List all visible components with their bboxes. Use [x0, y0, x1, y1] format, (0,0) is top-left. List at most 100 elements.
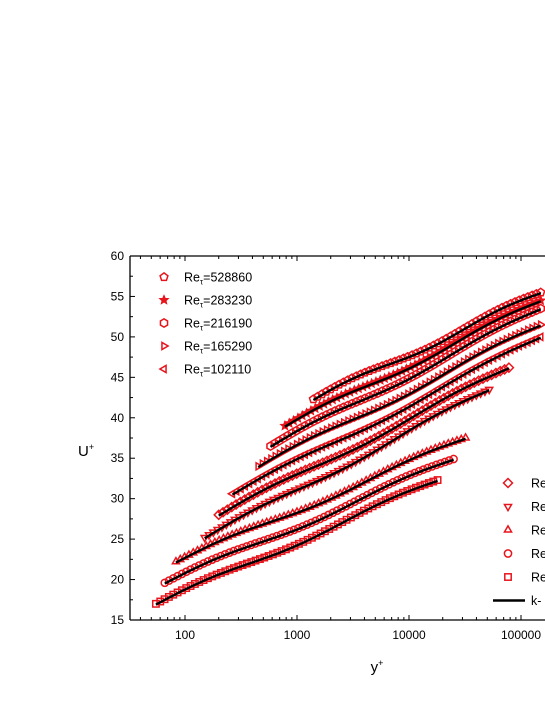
data-point	[382, 425, 394, 437]
data-point	[409, 386, 418, 397]
legend-marker-triangle-up	[503, 524, 513, 533]
data-point	[345, 416, 354, 426]
data-point	[465, 354, 474, 365]
data-point	[332, 421, 341, 432]
y-tick-label: 20	[111, 573, 125, 587]
series-triangle-down	[199, 386, 495, 544]
data-point	[405, 389, 414, 399]
data-point	[507, 332, 517, 343]
data-point	[400, 391, 410, 402]
y-tick-label: 35	[111, 451, 125, 465]
data-point	[379, 401, 388, 412]
legend-label: Re	[531, 547, 545, 561]
series-group	[151, 287, 545, 608]
data-point	[364, 365, 374, 375]
data-point	[503, 362, 515, 374]
data-point	[390, 356, 400, 366]
data-point	[448, 364, 457, 375]
data-point	[358, 410, 367, 421]
series-triangle-left	[226, 332, 544, 499]
data-point	[285, 444, 294, 454]
legend-marker-square	[504, 573, 512, 581]
data-point	[486, 342, 495, 353]
data-point	[412, 407, 424, 419]
data-point	[426, 377, 436, 387]
data-point	[439, 369, 448, 380]
data-point	[396, 393, 406, 404]
data-point	[281, 446, 290, 457]
y-tick-label: 30	[111, 492, 125, 506]
data-point	[226, 501, 238, 513]
data-point	[434, 395, 446, 407]
data-point	[383, 399, 393, 410]
data-point	[395, 418, 407, 430]
legend-marker-diamond	[502, 477, 514, 489]
y-tick-label: 60	[111, 249, 125, 263]
data-point	[443, 367, 453, 377]
data-point	[460, 356, 470, 367]
data-point	[399, 415, 411, 427]
legend-marker-star	[158, 294, 170, 305]
data-point	[512, 330, 521, 341]
model-curve	[164, 458, 454, 585]
data-point	[372, 362, 383, 372]
data-point	[490, 340, 500, 351]
data-point	[315, 428, 324, 439]
data-point	[527, 307, 537, 318]
x-tick-label: 100	[175, 628, 195, 642]
data-point	[525, 325, 534, 335]
series-diamond	[213, 362, 515, 521]
data-point	[347, 398, 357, 409]
legend-label: Re	[531, 524, 545, 538]
data-point	[377, 361, 387, 371]
data-point	[351, 397, 361, 407]
legend-label: Re	[531, 500, 545, 514]
data-point	[339, 402, 348, 413]
data-point	[477, 347, 487, 358]
data-point	[452, 362, 461, 372]
data-point	[381, 359, 392, 369]
data-point	[377, 386, 387, 397]
data-point	[370, 405, 380, 416]
model-curve	[204, 389, 490, 540]
model-curve	[175, 437, 466, 564]
x-tick-label: 1000	[284, 628, 311, 642]
y-tick-label: 55	[111, 289, 125, 303]
x-tick-label: 100000	[501, 628, 541, 642]
data-point	[394, 354, 404, 365]
series-triangle-right	[255, 319, 545, 472]
data-point	[413, 384, 423, 395]
data-point	[449, 454, 458, 464]
data-point	[519, 310, 528, 321]
model-curve	[284, 300, 542, 428]
legend-label: Reτ=165290	[184, 340, 252, 356]
data-point	[213, 509, 225, 521]
data-point	[523, 308, 533, 319]
data-point	[319, 426, 328, 437]
data-point	[421, 402, 433, 414]
data-point	[499, 336, 508, 347]
data-point	[276, 448, 286, 459]
data-point	[537, 319, 545, 330]
data-point	[473, 349, 483, 360]
legend-marker-triangle-down	[503, 503, 513, 513]
x-axis-label: y+	[371, 658, 384, 676]
data-point	[520, 326, 530, 337]
data-point	[532, 305, 541, 316]
data-point	[349, 414, 358, 424]
data-point	[362, 409, 371, 419]
y-tick-labels: 15 20 25 30 35 40 45 50 55 60	[111, 249, 125, 627]
data-point	[364, 391, 374, 402]
data-point	[217, 506, 229, 518]
legend-label: Reτ=283230	[184, 294, 252, 310]
y-tick-label: 40	[111, 411, 125, 425]
data-point	[403, 412, 415, 424]
legend-label: Re	[531, 571, 545, 585]
series-square	[151, 476, 442, 608]
model-curve	[155, 479, 438, 606]
data-point	[533, 321, 543, 332]
data-point	[328, 423, 337, 433]
data-point	[366, 407, 376, 417]
data-point	[416, 405, 428, 417]
